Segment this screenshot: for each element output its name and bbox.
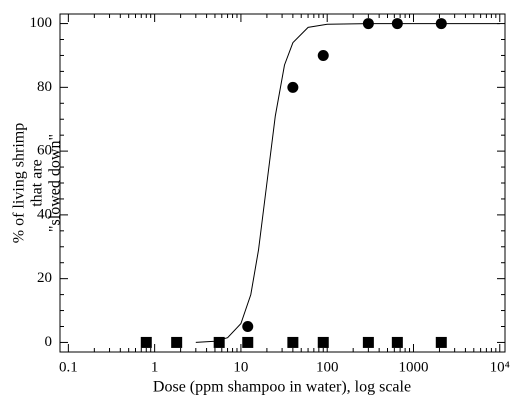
y-axis-label-line: that are bbox=[29, 159, 46, 207]
x-tick-label: 100 bbox=[316, 359, 339, 375]
square-point bbox=[287, 336, 299, 348]
x-tick-label: 1 bbox=[151, 359, 159, 375]
y-axis-label: % of living shrimp that are "slowed down… bbox=[11, 123, 64, 243]
y-axis-label-line: "slowed down" bbox=[47, 134, 64, 232]
square-point bbox=[213, 336, 225, 348]
y-tick-label: 100 bbox=[30, 15, 53, 31]
circle-point bbox=[242, 320, 254, 332]
y-tick-label: 20 bbox=[37, 270, 52, 286]
square-point bbox=[435, 336, 447, 348]
square-point bbox=[391, 336, 403, 348]
square-point bbox=[317, 336, 329, 348]
x-tick-label: 10⁴ bbox=[490, 359, 510, 375]
x-axis-label: Dose (ppm shampoo in water), log scale bbox=[153, 379, 411, 396]
square-point bbox=[242, 336, 254, 348]
y-tick-label: 60 bbox=[37, 143, 52, 159]
square-point bbox=[171, 336, 183, 348]
circle-point bbox=[317, 49, 329, 61]
y-tick-label: 0 bbox=[45, 334, 53, 350]
circle-point bbox=[391, 18, 403, 30]
x-tick-label: 0.1 bbox=[59, 359, 78, 375]
square-point bbox=[362, 336, 374, 348]
y-tick-label: 40 bbox=[37, 206, 52, 222]
fit-curve bbox=[195, 23, 500, 343]
square-point bbox=[140, 336, 152, 348]
y-axis-label-line: % of living shrimp bbox=[11, 123, 28, 243]
plot-frame bbox=[59, 13, 506, 353]
circle-point bbox=[362, 18, 374, 30]
x-tick-label: 1000 bbox=[398, 359, 428, 375]
y-tick-label: 80 bbox=[37, 79, 52, 95]
x-tick-label: 10 bbox=[233, 359, 248, 375]
circle-point bbox=[435, 18, 447, 30]
circle-point bbox=[287, 81, 299, 93]
